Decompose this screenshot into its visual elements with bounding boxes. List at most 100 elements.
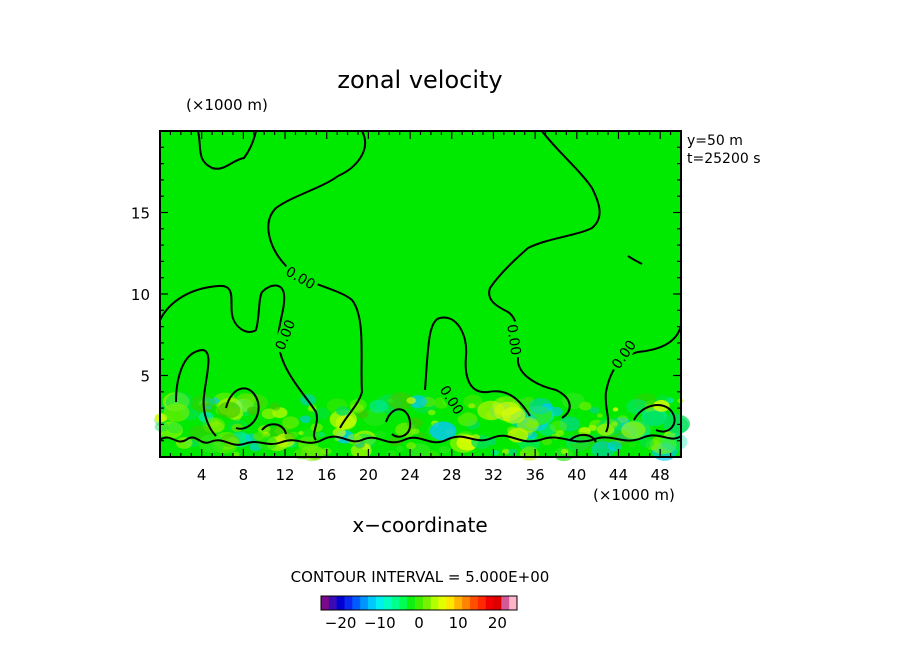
turbulence-patch [363, 409, 387, 426]
turbulence-patch [374, 430, 386, 439]
turbulence-patch [526, 431, 538, 440]
turbulence-patch [507, 448, 518, 456]
turbulence-patch [158, 421, 183, 439]
turbulence-patch [406, 397, 416, 404]
turbulence-patch [209, 397, 220, 405]
turbulence-patch [491, 449, 500, 456]
contour-label-bg [436, 380, 468, 419]
colorbar-swatch [462, 596, 471, 610]
turbulence-patch [603, 419, 619, 430]
turbulence-patch [492, 396, 520, 416]
contour-label-bg [271, 315, 299, 355]
turbulence-patch [521, 446, 539, 458]
colorbar-swatch [469, 596, 479, 610]
colorbar-frame [320, 595, 518, 611]
turbulence-patch [175, 437, 193, 449]
y-tick-label: 5 [140, 368, 150, 386]
turbulence-patch [591, 441, 615, 459]
colorbar-tick-labels: −20 −10 0 10 20 [325, 614, 507, 632]
near-surface-turbulence-band [154, 392, 691, 462]
turbulence-patch [559, 416, 581, 432]
turbulence-patch [468, 403, 476, 409]
x-tick-labels: 4 8 12 16 20 24 28 32 36 40 44 48 [197, 466, 670, 484]
turbulence-patch [242, 393, 268, 412]
turbulence-patch [416, 432, 426, 439]
colorbar-swatch [493, 596, 502, 610]
turbulence-patch [261, 408, 277, 420]
contour-line [261, 423, 287, 435]
colorbar-swatch [368, 596, 377, 610]
colorbar-tick-label: 0 [414, 614, 424, 632]
y-tick-label: 15 [131, 205, 150, 223]
turbulence-patch [347, 433, 362, 445]
y-tick-labels: 5 10 15 [131, 205, 150, 386]
colorbar-swatch [344, 596, 353, 610]
turbulence-patch [507, 427, 529, 443]
colorbar-swatch [438, 596, 447, 610]
turbulence-patch [498, 398, 504, 403]
contour-interval-note: CONTOUR INTERVAL = 5.000E+00 [291, 568, 550, 586]
x-tick-label: 12 [275, 466, 294, 484]
turbulence-patch [578, 427, 591, 436]
turbulence-patch [167, 422, 183, 434]
turbulence-patch [285, 424, 293, 430]
plot-area: 0.000.000.000.00 0.00 4 8 12 16 20 24 28 32 36 40 4… [131, 130, 691, 484]
turbulence-patch [429, 421, 457, 441]
turbulence-patch [269, 402, 281, 411]
contour-line [197, 130, 257, 170]
colorbar-swatch [407, 596, 416, 610]
turbulence-patch [355, 409, 369, 419]
contour-label-bg [504, 320, 524, 359]
turbulence-patch [198, 434, 225, 453]
turbulence-patch [387, 398, 394, 403]
turbulence-patch [369, 399, 388, 413]
contour-line [225, 387, 260, 430]
colorbar-swatch [360, 596, 369, 610]
colorbar-swatch [336, 596, 345, 610]
turbulence-patch [386, 450, 397, 457]
y-tick-label: 10 [131, 286, 150, 304]
turbulence-patch [300, 415, 311, 424]
turbulence-patch [525, 420, 538, 429]
colorbar-swatch [509, 596, 518, 610]
colorbar-swatch [430, 596, 439, 610]
x-tick-label: 20 [359, 466, 378, 484]
turbulence-patch [555, 430, 565, 437]
turbulence-patch [350, 443, 372, 459]
turbulence-patch [639, 437, 654, 448]
turbulence-patch [579, 401, 592, 411]
turbulence-patch [201, 421, 207, 426]
turbulence-patch [607, 441, 622, 452]
x-tick-label: 40 [567, 466, 586, 484]
annotation-y-level: y=50 m [687, 133, 743, 149]
contour-line [159, 284, 318, 441]
contour-label: 0.00 [503, 323, 523, 356]
turbulence-patch [502, 448, 510, 455]
turbulence-patch [406, 442, 417, 450]
colorbar-tick-label: 20 [488, 614, 507, 632]
turbulence-patch [232, 451, 240, 458]
chart-title: zonal velocity [337, 66, 502, 94]
turbulence-patch [317, 432, 325, 437]
tick-marks [160, 131, 681, 457]
colorbar-swatch [415, 596, 424, 610]
contour-line [488, 130, 601, 419]
colorbar-tick-label: 10 [449, 614, 468, 632]
turbulence-patch [163, 403, 190, 422]
turbulence-patch [206, 405, 212, 410]
turbulence-patch [253, 432, 265, 441]
contour-line [175, 349, 217, 437]
x-tick-label: 24 [401, 466, 420, 484]
colorbar-swatch [422, 596, 432, 610]
colorbar-swatch [446, 596, 455, 610]
turbulence-patch [310, 423, 323, 432]
contour-line [385, 408, 412, 438]
contour-line [159, 434, 682, 446]
colorbar-swatch [383, 596, 392, 610]
contour-line [424, 316, 531, 417]
contour-label-bg [281, 262, 320, 293]
contour-line [633, 404, 676, 433]
turbulence-patch [154, 421, 169, 432]
turbulence-patch [463, 394, 483, 409]
turbulence-patch [561, 392, 585, 410]
